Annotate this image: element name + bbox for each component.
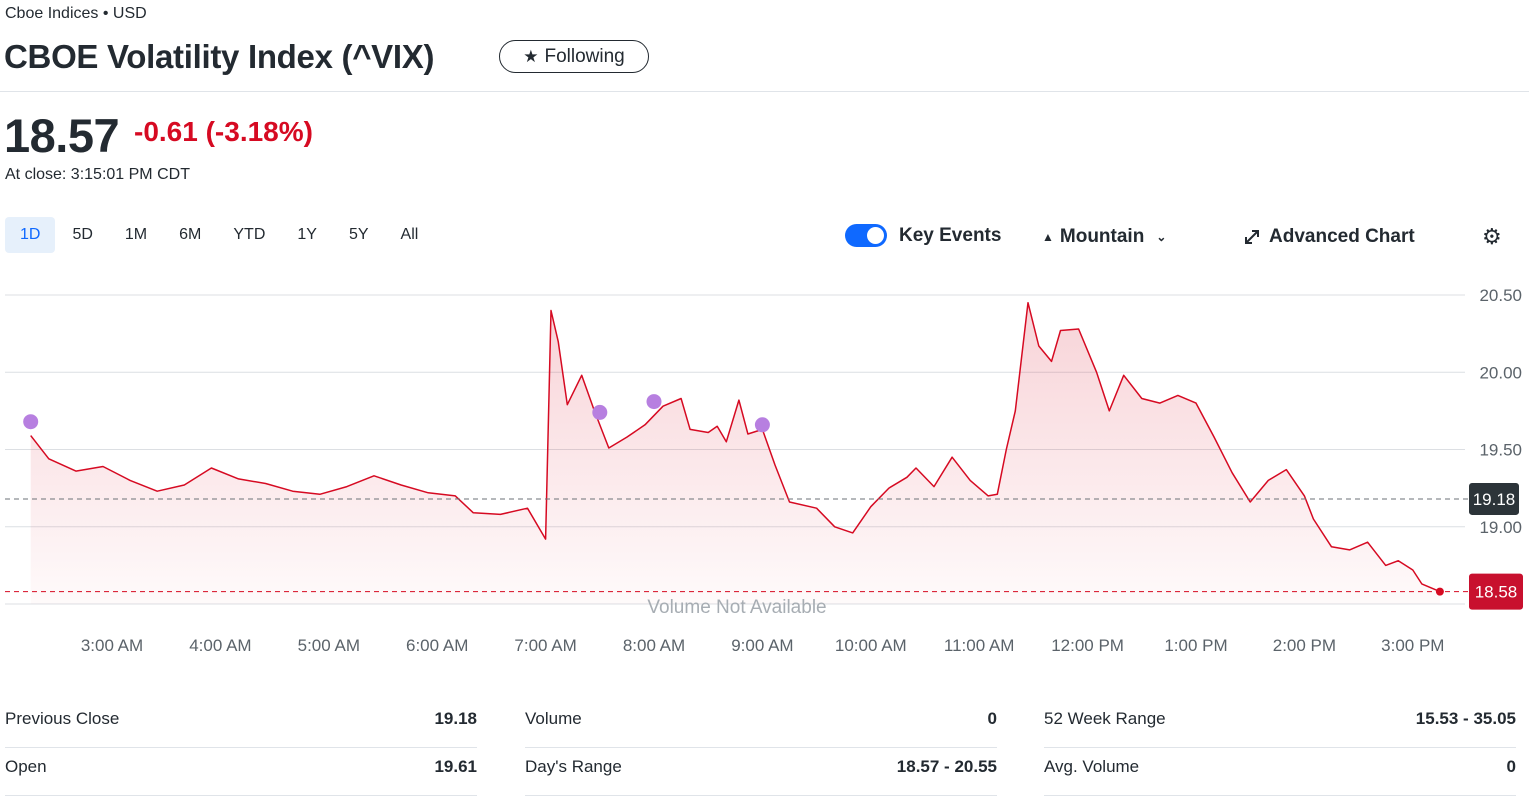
last-price-badge <box>1469 573 1523 610</box>
stat-value: 15.53 - 35.05 <box>1415 709 1516 728</box>
advanced-chart-label: Advanced Chart <box>1269 226 1415 247</box>
x-tick-label: 6:00 AM <box>406 636 468 655</box>
range-tab-6m[interactable]: 6M <box>179 226 202 243</box>
close-time: At close: 3:15:01 PM CDT <box>5 166 190 183</box>
following-button[interactable]: ★ Following <box>499 40 649 73</box>
stat-row: Day's Range 18.57 - 20.55 <box>525 748 997 796</box>
stat-row: 52 Week Range 15.53 - 35.05 <box>1044 700 1516 748</box>
key-events-toggle[interactable] <box>845 224 887 247</box>
header-divider <box>0 91 1529 92</box>
stat-row: Avg. Volume 0 <box>1044 748 1516 796</box>
x-tick-label: 5:00 AM <box>298 636 360 655</box>
price-area <box>30 302 1440 604</box>
last-price-label: 18.58 <box>1475 583 1518 602</box>
range-tabs: 1D 5D 1M 6M YTD 1Y 5Y All <box>5 217 435 253</box>
stat-label: Volume <box>525 709 582 728</box>
x-tick-label: 11:00 AM <box>944 636 1015 655</box>
range-tab-5d[interactable]: 5D <box>72 226 93 243</box>
stat-label: Day's Range <box>525 757 622 776</box>
range-tab-1y[interactable]: 1Y <box>297 226 317 243</box>
stat-value: 0 <box>1506 757 1516 776</box>
y-tick-label: 20.00 <box>1479 363 1522 382</box>
range-tab-1d[interactable]: 1D <box>5 217 56 253</box>
stat-label: 52 Week Range <box>1044 709 1166 728</box>
stat-value: 18.57 - 20.55 <box>896 757 997 776</box>
x-tick-label: 2:00 PM <box>1273 636 1336 655</box>
volume-not-available: Volume Not Available <box>647 597 826 618</box>
chevron-down-icon: ⌄ <box>1156 230 1167 244</box>
page-title: CBOE Volatility Index (^VIX) <box>4 38 435 75</box>
stat-value: 19.61 <box>434 757 477 776</box>
x-tick-label: 3:00 AM <box>81 636 143 655</box>
stat-row: Open 19.61 <box>5 748 477 796</box>
x-tick-label: 3:00 PM <box>1381 636 1444 655</box>
stat-value: 0 <box>987 709 997 728</box>
range-tab-all[interactable]: All <box>400 226 419 243</box>
key-events-label: Key Events <box>899 225 1002 246</box>
exchange-label: Cboe Indices • USD <box>5 5 147 22</box>
expand-icon <box>1245 230 1259 244</box>
mountain-icon: ▲ <box>1042 230 1054 244</box>
range-tab-ytd[interactable]: YTD <box>233 226 266 243</box>
price-chart[interactable]: 20.50 20.00 19.50 19.00 19.18 18.58 Volume Not… <box>0 280 1529 680</box>
key-event-marker <box>23 414 39 430</box>
price-line <box>30 301 1441 593</box>
key-event-marker <box>754 417 770 433</box>
x-tick-label: 8:00 AM <box>623 636 685 655</box>
stat-value: 19.18 <box>434 709 477 728</box>
y-tick-label: 20.50 <box>1479 286 1522 305</box>
x-tick-label: 12:00 PM <box>1051 636 1124 655</box>
chart-type-label: Mountain <box>1059 226 1145 247</box>
x-tick-label: 10:00 AM <box>835 636 907 655</box>
advanced-chart-button[interactable]: Advanced Chart <box>1243 226 1415 248</box>
stat-row: Previous Close 19.18 <box>5 700 477 748</box>
previous-close-label: 19.18 <box>1473 490 1516 509</box>
previous-close-badge <box>1469 482 1519 515</box>
price-value: 18.57 <box>4 109 120 162</box>
y-tick-label: 19.50 <box>1479 441 1522 460</box>
range-tab-5y[interactable]: 5Y <box>348 226 369 243</box>
gear-icon[interactable]: ⚙ <box>1482 224 1502 249</box>
x-tick-label: 7:00 AM <box>514 636 576 655</box>
key-event-marker <box>646 394 662 410</box>
x-tick-label: 1:00 PM <box>1164 636 1227 655</box>
stat-label: Avg. Volume <box>1044 757 1140 776</box>
star-icon: ★ <box>523 46 539 66</box>
x-tick-label: 4:00 AM <box>189 636 251 655</box>
stat-label: Previous Close <box>5 709 120 728</box>
y-tick-label: 19.00 <box>1479 518 1522 537</box>
stat-row: Volume 0 <box>525 700 997 748</box>
key-event-marker <box>592 404 608 420</box>
following-label: Following <box>544 45 625 67</box>
chart-type-dropdown[interactable]: ▲ Mountain ⌄ <box>1042 226 1166 248</box>
x-tick-label: 9:00 AM <box>731 636 793 655</box>
last-price-dot <box>1435 587 1444 596</box>
range-tab-1m[interactable]: 1M <box>124 226 148 243</box>
toggle-knob <box>867 227 884 244</box>
stat-label: Open <box>5 757 47 776</box>
price-change: -0.61 (-3.18%) <box>134 116 313 147</box>
